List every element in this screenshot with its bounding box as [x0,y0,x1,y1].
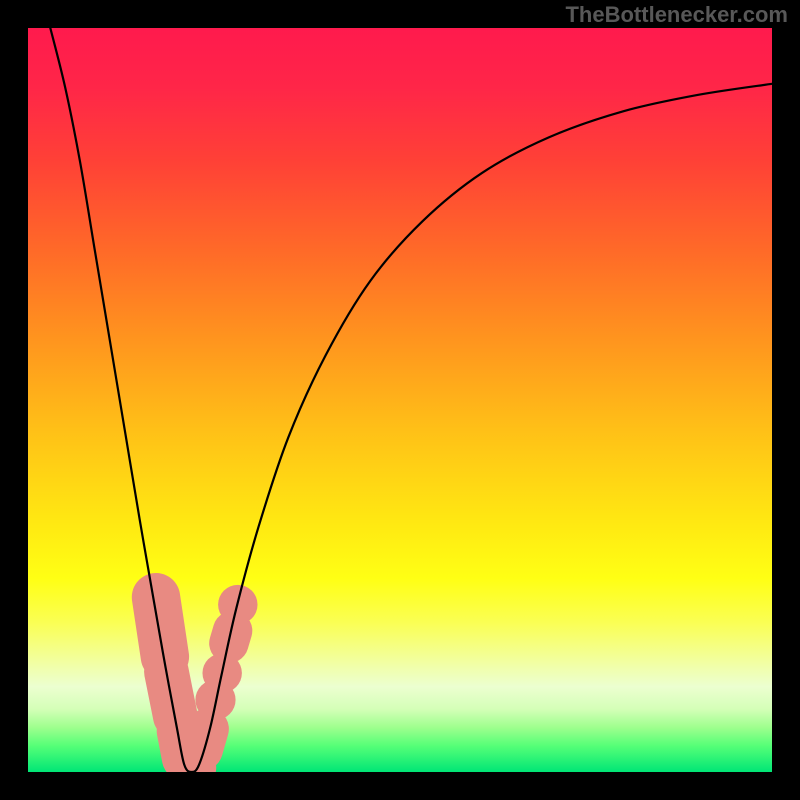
bottleneck-chart: TheBottlenecker.com [0,0,800,800]
chart-svg [0,0,800,800]
chart-background [28,28,772,772]
chart-border-bottom [0,772,800,800]
watermark-text: TheBottlenecker.com [565,2,788,28]
chart-border-right [772,0,800,800]
chart-border-left [0,0,28,800]
